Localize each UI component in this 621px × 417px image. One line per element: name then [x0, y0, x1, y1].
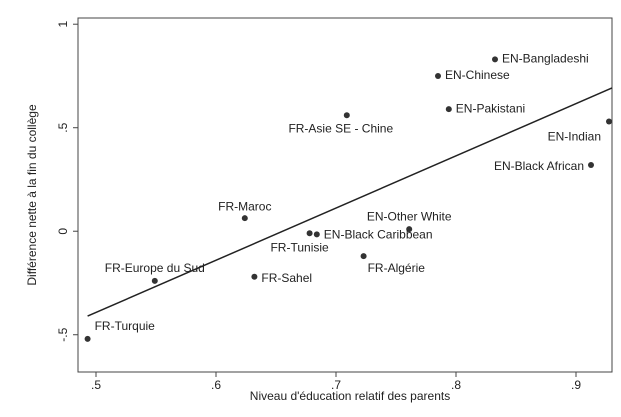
point-label: EN-Black African [494, 159, 584, 173]
point-label: EN-Bangladeshi [502, 52, 589, 66]
point-label: EN-Pakistani [456, 101, 525, 115]
point-label: EN-Chinese [445, 68, 510, 82]
point-label: EN-Indian [548, 130, 601, 144]
x-tick-label: .8 [451, 378, 461, 392]
point-label: FR-Algérie [368, 261, 426, 275]
point-label: FR-Maroc [218, 199, 271, 213]
point [588, 161, 594, 168]
point [306, 230, 313, 237]
point-label: FR-Europe du Sud [105, 261, 205, 275]
point [445, 106, 452, 113]
point [360, 253, 367, 260]
y-tick-label: -.5 [56, 327, 70, 341]
point-label: FR-Sahel [261, 271, 312, 285]
point-label: FR-Asie SE - Chine [288, 121, 393, 135]
plot-frame [77, 17, 613, 373]
y-tick-label: .5 [56, 122, 70, 132]
x-axis-label: Niveau d'éducation relatif des parents [250, 389, 450, 403]
x-tick-label: .5 [91, 378, 101, 392]
point-label: EN-Black Caribbean [324, 228, 433, 242]
point-label: EN-Other White [367, 209, 452, 223]
point [84, 335, 91, 342]
point [606, 118, 612, 125]
y-axis-label: Différence nette à la fin du collège [25, 104, 39, 286]
point-label: FR-Tunisie [270, 240, 329, 254]
point [151, 277, 158, 284]
point [492, 56, 498, 63]
y-tick-label: 1 [56, 21, 70, 28]
point [251, 273, 258, 280]
point-label: FR-Turquie [95, 319, 156, 333]
point [313, 231, 320, 238]
x-tick-label: .6 [211, 378, 221, 392]
point [343, 112, 350, 119]
x-tick-label: .7 [331, 378, 341, 392]
point [435, 72, 441, 79]
x-tick-label: .9 [571, 378, 581, 392]
fit-line [87, 87, 613, 317]
point [406, 226, 413, 233]
point [241, 215, 248, 222]
y-tick-label: 0 [56, 228, 70, 235]
